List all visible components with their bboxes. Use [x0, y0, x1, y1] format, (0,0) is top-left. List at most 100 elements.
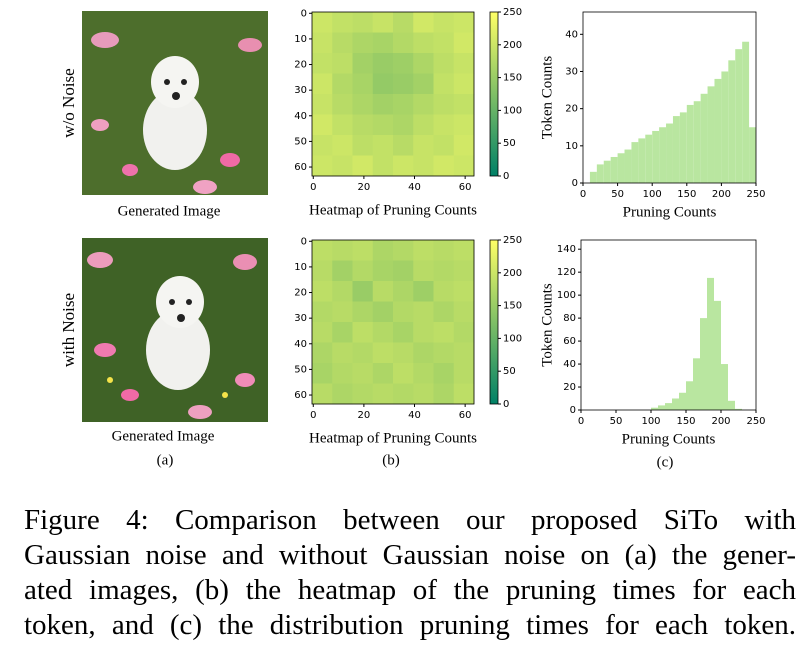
heatmap-cell — [312, 301, 333, 323]
heatmap-cell — [393, 155, 414, 177]
colorbar — [489, 239, 499, 405]
heatmap-cell — [453, 260, 475, 282]
sublabel: (a) — [157, 452, 174, 468]
heatmap-cell — [413, 12, 434, 33]
x-axis-label: Heatmap of Pruning Counts — [309, 430, 477, 446]
heatmap-cell — [413, 260, 434, 282]
heatmap-cell — [433, 94, 455, 115]
heatmap-cell — [332, 53, 353, 74]
heatmap-cell — [453, 73, 475, 95]
heatmap-cell — [413, 32, 434, 54]
heatmap-cell — [372, 73, 394, 95]
y-axis-label: Token Counts — [539, 56, 555, 140]
x-tick-label: 0 — [580, 189, 586, 200]
colorbar-tick-label: 0 — [503, 399, 509, 410]
heatmap-cell — [413, 73, 434, 95]
heatmap-cell — [453, 363, 475, 384]
heatmap-cell — [312, 155, 333, 177]
heatmap-cell — [393, 322, 414, 343]
x-tick-label: 50 — [611, 189, 624, 200]
heatmap-cell — [332, 73, 353, 95]
histogram-bar — [596, 164, 604, 183]
x-tick-label: 0 — [310, 182, 316, 193]
heatmap-cell — [413, 53, 434, 74]
x-tick-label: 100 — [643, 189, 662, 200]
histogram-bar — [679, 112, 687, 183]
x-tick-label: 60 — [459, 410, 472, 421]
heatmap-cell — [312, 32, 333, 54]
heatmap-cell — [352, 281, 374, 302]
heatmap-cell — [453, 155, 475, 177]
heatmap-cell — [332, 32, 353, 54]
heatmap-cell — [413, 240, 434, 261]
dog-image — [82, 238, 268, 422]
heatmap-cell — [433, 383, 455, 405]
heatmap-cell — [393, 12, 414, 33]
colorbar-tick-label: 150 — [503, 73, 522, 84]
y-tick-label: 80 — [563, 313, 576, 324]
histogram-bar — [700, 93, 708, 183]
heatmap-cell — [312, 363, 333, 384]
x-tick-label: 100 — [641, 416, 660, 427]
heatmap-cell — [352, 32, 374, 54]
heatmap-cell — [312, 383, 333, 405]
caption-line: token, and (c) the distribution pruning … — [24, 609, 796, 641]
heatmap-cell — [332, 135, 353, 156]
heatmap-cell — [453, 342, 475, 364]
heatmap-cell — [372, 53, 394, 74]
x-tick-label: 20 — [358, 410, 371, 421]
y-tick-label: 0 — [301, 8, 307, 19]
heatmap-cell — [352, 301, 374, 323]
y-tick-label: 40 — [294, 111, 307, 122]
heatmap-cell — [372, 12, 394, 33]
histogram-bar — [603, 160, 611, 183]
x-axis-label: Pruning Counts — [622, 431, 716, 447]
heatmap-cell — [393, 281, 414, 302]
heatmap-cell — [433, 281, 455, 302]
heatmap-cell — [372, 301, 394, 323]
heatmap-cell — [332, 114, 353, 136]
y-tick-label: 20 — [294, 288, 307, 299]
heatmap-cell — [453, 12, 475, 33]
heatmap-cell — [312, 135, 333, 156]
heatmap-cell — [433, 114, 455, 136]
histogram-bar — [721, 71, 729, 183]
heatmap-cell — [433, 322, 455, 343]
histogram-bar — [666, 123, 673, 183]
colorbar-tick-label: 0 — [503, 171, 509, 182]
x-axis-label: Pruning Counts — [623, 204, 717, 220]
colorbar-tick-label: 50 — [503, 138, 516, 149]
y-tick-label: 60 — [294, 390, 307, 401]
histogram-bar — [714, 300, 721, 410]
heatmap-cell — [393, 32, 414, 54]
x-tick-label: 0 — [578, 416, 584, 427]
y-tick-label: 20 — [565, 104, 578, 115]
histogram-bar — [728, 400, 735, 410]
axes-frame — [580, 239, 757, 411]
heatmap-cell — [372, 32, 394, 54]
histogram-bar — [700, 318, 707, 410]
y-tick-label: 30 — [294, 313, 307, 324]
heatmap-cell — [413, 322, 434, 343]
y-tick-label: 50 — [294, 136, 307, 147]
x-tick-label: 40 — [408, 182, 421, 193]
heatmap-cell — [453, 281, 475, 302]
heatmap-cell — [332, 12, 353, 33]
heatmap-cell — [393, 301, 414, 323]
histogram-bar — [610, 156, 618, 183]
heatmap-cell — [352, 12, 374, 33]
colorbar-tick-label: 150 — [503, 301, 522, 312]
heatmap-cell — [312, 94, 333, 115]
heatmap-cell — [352, 135, 374, 156]
histogram-bar — [693, 101, 701, 183]
heatmap-cell — [332, 94, 353, 115]
heatmap-cell — [413, 301, 434, 323]
histogram-bar — [686, 104, 694, 183]
heatmap-cell — [433, 155, 455, 177]
y-tick-label: 40 — [563, 359, 576, 370]
y-tick-label: 0 — [301, 236, 307, 247]
axes-frame — [582, 11, 757, 184]
histogram-bar — [721, 364, 728, 410]
heatmap-cell — [453, 383, 475, 405]
